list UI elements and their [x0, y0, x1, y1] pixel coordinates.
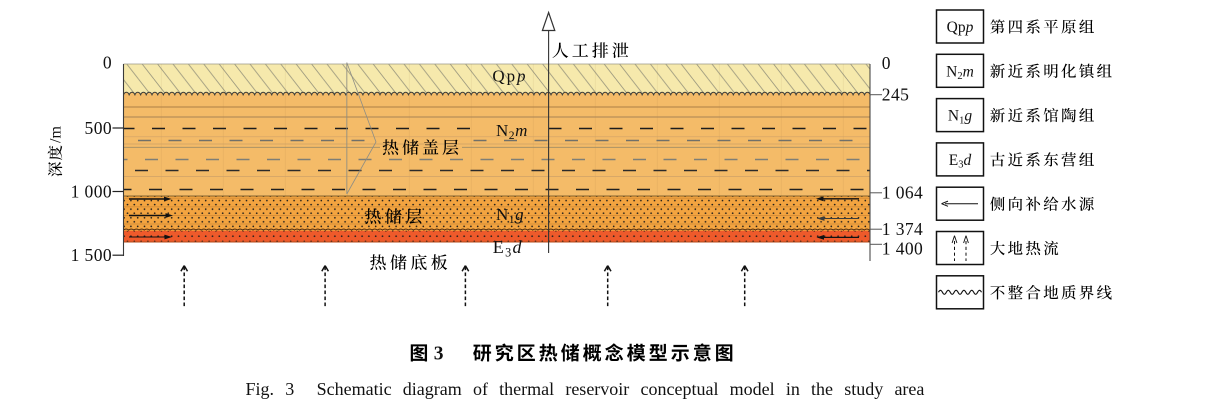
svg-text:E3d: E3d	[493, 237, 523, 259]
svg-text:0: 0	[103, 52, 112, 72]
svg-text:500: 500	[85, 118, 112, 138]
svg-text:1 500: 1 500	[71, 245, 112, 265]
svg-text:Fig. 3 Schematic diagram of t: Fig. 3 Schematic diagram of thermal rese…	[246, 379, 925, 399]
svg-text:3: 3	[434, 343, 444, 364]
svg-text:245: 245	[882, 85, 909, 105]
svg-text:Qpp: Qpp	[947, 19, 974, 36]
svg-text:1 000: 1 000	[71, 181, 112, 201]
svg-text:0: 0	[882, 53, 891, 73]
svg-text:/m: /m	[48, 126, 65, 143]
svg-text:N2m: N2m	[496, 121, 528, 142]
svg-text:N1g: N1g	[948, 108, 972, 127]
svg-text:N2m: N2m	[946, 63, 974, 82]
svg-text:1 064: 1 064	[882, 183, 923, 203]
svg-text:E3d: E3d	[949, 152, 972, 171]
svg-text:N1g: N1g	[496, 205, 524, 226]
svg-text:1 374: 1 374	[882, 219, 923, 239]
svg-text:Qpp: Qpp	[492, 67, 527, 86]
svg-text:1 400: 1 400	[882, 238, 923, 258]
